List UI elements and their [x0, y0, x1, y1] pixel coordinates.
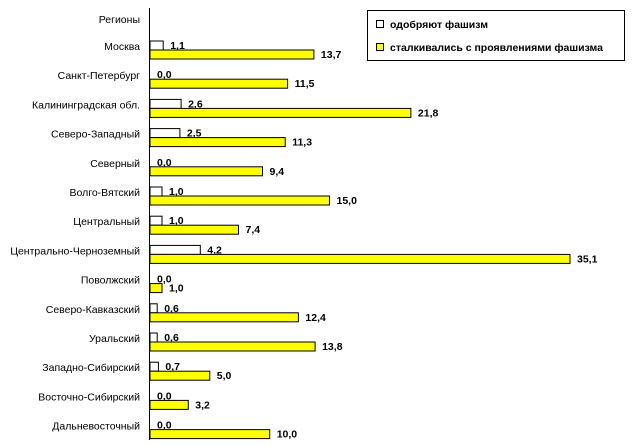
bar-approve	[149, 98, 182, 109]
category-header-label: Регионы	[99, 14, 140, 26]
value-label-encountered: 7,4	[246, 224, 261, 236]
bar-encountered	[149, 429, 271, 440]
bar-encountered	[149, 195, 330, 206]
category-label: Центрально-Черноземный	[10, 245, 140, 257]
legend: одобряют фашизм сталкивались с проявлени…	[367, 10, 625, 61]
bar-approve	[149, 361, 159, 372]
bar-approve	[149, 244, 201, 255]
value-label-encountered: 21,8	[418, 107, 439, 119]
legend-label-encountered: сталкивались с проявлениями фашизма	[390, 42, 603, 54]
value-label-approve: 0,0	[157, 420, 172, 432]
bar-approve	[149, 215, 163, 226]
legend-swatch-encountered	[376, 43, 384, 51]
value-label-encountered: 10,0	[277, 429, 298, 441]
category-label: Уральский	[89, 333, 140, 345]
bars-layer: Москва 1,1 13,7 Санкт-Петербург 0,0 11,5 Калин…	[10, 40, 597, 441]
value-label-approve: 1,1	[170, 40, 185, 52]
legend-swatch-approve	[376, 20, 384, 28]
value-label-encountered: 15,0	[337, 195, 358, 207]
bar-encountered	[149, 224, 239, 235]
value-label-approve: 0,6	[164, 303, 179, 315]
value-label-encountered: 9,4	[270, 166, 285, 178]
bar-encountered	[149, 253, 571, 264]
value-label-approve: 0,0	[157, 157, 172, 169]
value-label-encountered: 13,8	[322, 341, 343, 353]
category-label: Северо-Кавказский	[46, 304, 140, 316]
bar-approve	[149, 186, 163, 197]
category-label: Северный	[90, 158, 140, 170]
category-label: Восточно-Сибирский	[38, 391, 140, 403]
value-label-encountered: 3,2	[195, 399, 210, 411]
value-label-encountered: 13,7	[321, 49, 342, 61]
bar-approve	[149, 332, 158, 343]
bar-encountered	[149, 49, 315, 60]
bar-encountered	[149, 78, 289, 89]
value-label-approve: 2,5	[187, 128, 202, 140]
bar-approve	[149, 40, 164, 51]
bar-encountered	[149, 137, 286, 148]
category-label: Москва	[104, 41, 140, 53]
legend-box	[367, 10, 625, 61]
value-label-approve: 0,6	[164, 332, 179, 344]
legend-label-approve: одобряют фашизм	[390, 19, 488, 31]
category-label: Центральный	[73, 216, 140, 228]
category-label: Санкт-Петербург	[58, 70, 141, 82]
category-label: Западно-Сибирский	[42, 362, 140, 374]
value-label-approve: 1,0	[169, 215, 184, 227]
bar-encountered	[149, 399, 189, 410]
category-label: Северо-Западный	[51, 129, 140, 141]
bar-encountered	[149, 341, 316, 352]
value-label-encountered: 1,0	[169, 283, 184, 295]
value-label-encountered: 5,0	[217, 370, 232, 382]
value-label-approve: 0,0	[157, 274, 172, 286]
bar-encountered	[149, 166, 263, 177]
bar-encountered	[149, 283, 163, 294]
bar-approve	[149, 303, 158, 314]
value-label-approve: 1,0	[169, 186, 184, 198]
value-label-encountered: 35,1	[577, 253, 598, 265]
category-label: Волго-Вятский	[69, 187, 140, 199]
bar-encountered	[149, 107, 412, 118]
value-label-approve: 0,7	[165, 361, 180, 373]
bar-encountered	[149, 370, 211, 381]
category-label: Дальневосточный	[52, 421, 140, 433]
category-label: Поволжский	[81, 275, 140, 287]
value-label-encountered: 12,4	[305, 312, 326, 324]
value-label-approve: 0,0	[157, 69, 172, 81]
bar-approve	[149, 128, 181, 139]
value-label-encountered: 11,3	[292, 137, 312, 149]
category-label: Калининградская обл.	[32, 99, 140, 111]
value-label-approve: 4,2	[207, 244, 222, 256]
value-label-approve: 2,6	[188, 98, 203, 110]
bar-encountered	[149, 312, 299, 323]
value-label-approve: 0,0	[157, 390, 172, 402]
value-label-encountered: 11,5	[295, 78, 315, 90]
